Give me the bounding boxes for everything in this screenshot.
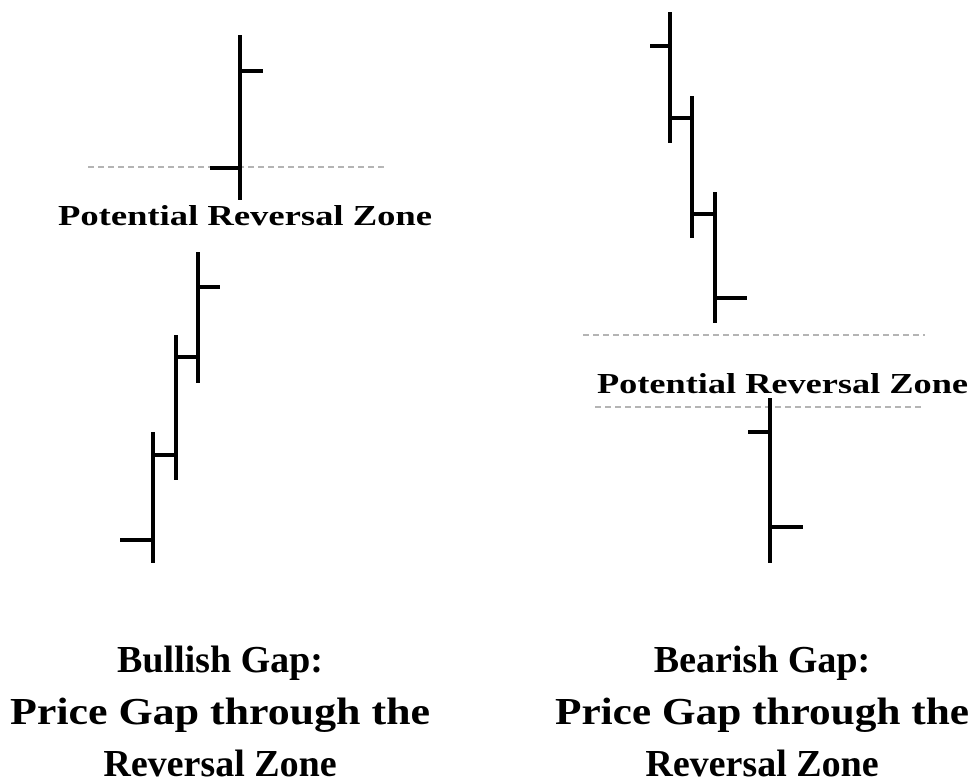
zone-label: Potential Reversal Zone xyxy=(597,369,968,400)
price-bar xyxy=(176,252,220,383)
price-bar xyxy=(650,12,692,143)
price-bar xyxy=(153,335,178,480)
caption-line: Bearish Gap: xyxy=(654,639,870,681)
price-bar xyxy=(748,398,803,563)
zone-label: Potential Reversal Zone xyxy=(58,201,432,232)
caption-line: Price Gap through the xyxy=(555,691,969,733)
bullish-panel: Potential Reversal Zone Bullish Gap: Pri… xyxy=(10,35,432,783)
price-bar xyxy=(713,192,747,323)
price-bar xyxy=(120,432,155,563)
caption-line: Reversal Zone xyxy=(645,743,878,783)
price-bar xyxy=(690,96,715,238)
caption-line: Reversal Zone xyxy=(103,743,336,783)
bearish-panel: Potential Reversal Zone Bearish Gap: Pri… xyxy=(555,12,969,783)
price-bar xyxy=(210,35,263,200)
caption-line: Price Gap through the xyxy=(10,691,430,733)
caption-line: Bullish Gap: xyxy=(117,639,323,681)
